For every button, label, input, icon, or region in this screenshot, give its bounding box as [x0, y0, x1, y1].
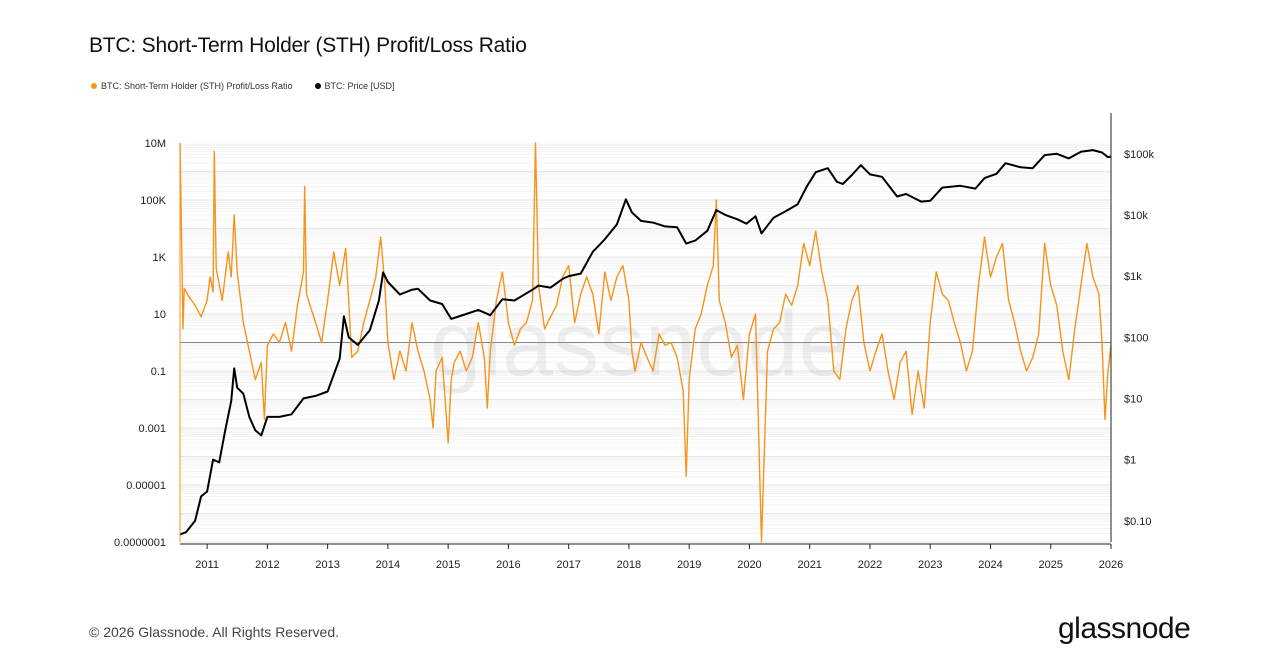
x-tick-label: 2015: [436, 559, 460, 571]
x-tick-label: 2011: [195, 559, 219, 571]
x-tick-label: 2013: [315, 559, 339, 571]
sth-ratio-line: [179, 142, 1112, 543]
right-tick-label: $100: [1124, 332, 1148, 344]
chart-legend: BTC: Short-Term Holder (STH) Profit/Loss…: [91, 81, 395, 91]
x-tick-label: 2021: [797, 559, 821, 571]
series-sth-profit-loss-ratio: [179, 142, 1112, 543]
left-tick-label: 0.001: [138, 423, 166, 435]
right-tick-label: $10k: [1124, 210, 1148, 222]
left-tick-label: 0.1: [151, 366, 166, 378]
left-tick-label: 0.00001: [126, 480, 166, 492]
right-tick-label: $100k: [1124, 149, 1154, 161]
axes: 10M 100K 1K 10 0.1 0.001 0.00001 0.0000001 $100k…: [114, 113, 1154, 571]
x-tick-label: 2024: [978, 559, 1002, 571]
x-tick-label: 2023: [918, 559, 942, 571]
right-tick-label: $1: [1124, 455, 1136, 467]
legend-item-price[interactable]: BTC: Price [USD]: [314, 81, 395, 91]
left-tick-label: 1K: [153, 252, 167, 264]
x-tick-label: 2026: [1099, 559, 1123, 571]
grid-lines: [180, 143, 1111, 543]
chart-title: BTC: Short-Term Holder (STH) Profit/Loss…: [89, 34, 527, 57]
x-tick-label: 2014: [376, 559, 400, 571]
copyright-text: © 2026 Glassnode. All Rights Reserved.: [89, 624, 340, 640]
x-tick-label: 2016: [496, 559, 520, 571]
legend-swatch-orange: [91, 83, 97, 89]
left-tick-label: 10M: [145, 138, 166, 150]
x-tick-label: 2025: [1038, 559, 1062, 571]
left-tick-label: 100K: [140, 195, 166, 207]
glassnode-logo: glassnode: [1058, 612, 1191, 645]
x-tick-label: 2018: [617, 559, 641, 571]
x-tick-label: 2017: [556, 559, 580, 571]
left-tick-label: 10: [154, 309, 166, 321]
legend-swatch-black: [314, 83, 321, 89]
legend-item-sth-ratio[interactable]: BTC: Short-Term Holder (STH) Profit/Loss…: [91, 81, 293, 91]
x-tick-label: 2020: [737, 559, 761, 571]
price-line: [179, 149, 1112, 536]
right-tick-label: $1k: [1124, 271, 1142, 283]
legend-label-sth-ratio: BTC: Short-Term Holder (STH) Profit/Loss…: [101, 81, 293, 91]
x-tick-label: 2022: [858, 559, 882, 571]
right-tick-label: $10: [1124, 393, 1142, 405]
left-tick-label: 0.0000001: [114, 537, 166, 549]
series-btc-price: [179, 149, 1112, 536]
right-tick-label: $0.10: [1124, 516, 1152, 528]
legend-label-price: BTC: Price [USD]: [324, 81, 395, 91]
x-tick-label: 2019: [677, 559, 701, 571]
x-tick-label: 2012: [255, 559, 279, 571]
